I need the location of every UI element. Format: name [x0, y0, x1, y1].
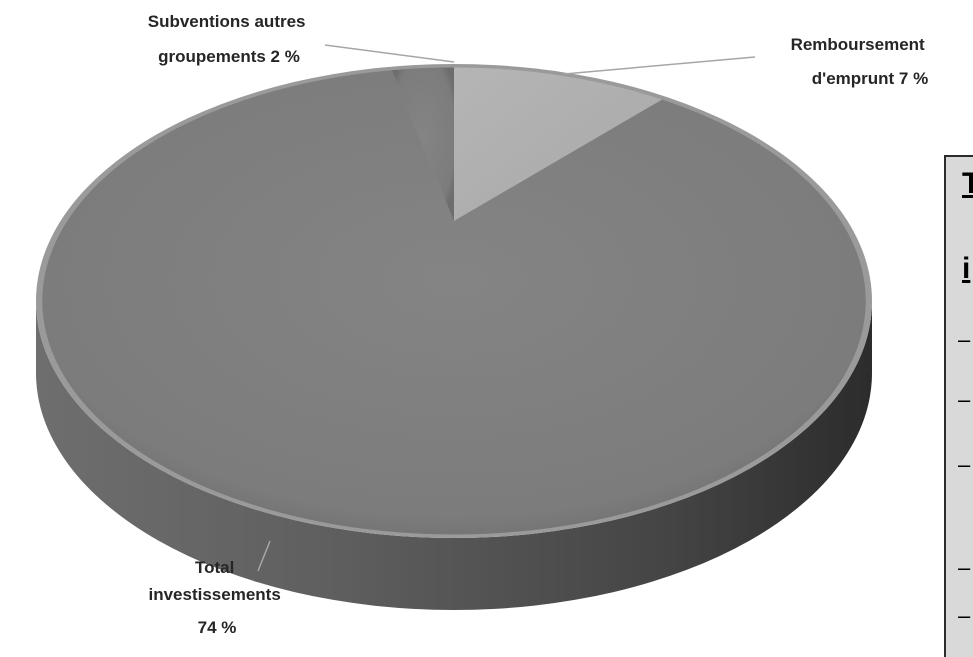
legend-title-line1: T [962, 169, 973, 199]
pie-chart: Subventions autres groupements 2 % Rembo… [36, 12, 930, 636]
slice-label-subventions: Subventions autres groupements 2 % [148, 12, 311, 66]
slice-label-total-line1: Total [195, 558, 234, 577]
legend-title-line2: i [962, 252, 971, 285]
pie-top [42, 67, 866, 535]
leader-line-remboursement [563, 56, 756, 75]
legend-panel: T i – – – – – [944, 155, 973, 657]
legend-item: – [958, 327, 971, 352]
legend-item: – [958, 387, 971, 412]
leader-line-total [257, 540, 271, 572]
legend-item: – [958, 603, 971, 628]
slice-label-remboursement-line2: d'emprunt 7 % [812, 69, 928, 88]
slice-remboursement [454, 67, 663, 222]
legend-item: – [958, 555, 971, 580]
pie-leader-lines [257, 44, 756, 572]
slice-label-remboursement: Remboursement d'emprunt 7 % [791, 35, 930, 88]
slice-label-total: Total investissements 74 % [148, 558, 285, 636]
slice-label-subventions-line1: Subventions autres [148, 12, 306, 31]
slice-label-subventions-line2: groupements 2 % [158, 47, 300, 66]
slice-subventions [391, 67, 454, 222]
slice-label-total-line3: 74 % [198, 618, 237, 636]
slice-label-total-line2: investissements [148, 585, 280, 604]
slice-total [42, 70, 866, 535]
pie-side-wall [36, 301, 872, 610]
leader-line-subventions [324, 44, 455, 63]
legend-item: – [958, 452, 971, 477]
slice-label-remboursement-line1: Remboursement [791, 35, 925, 54]
